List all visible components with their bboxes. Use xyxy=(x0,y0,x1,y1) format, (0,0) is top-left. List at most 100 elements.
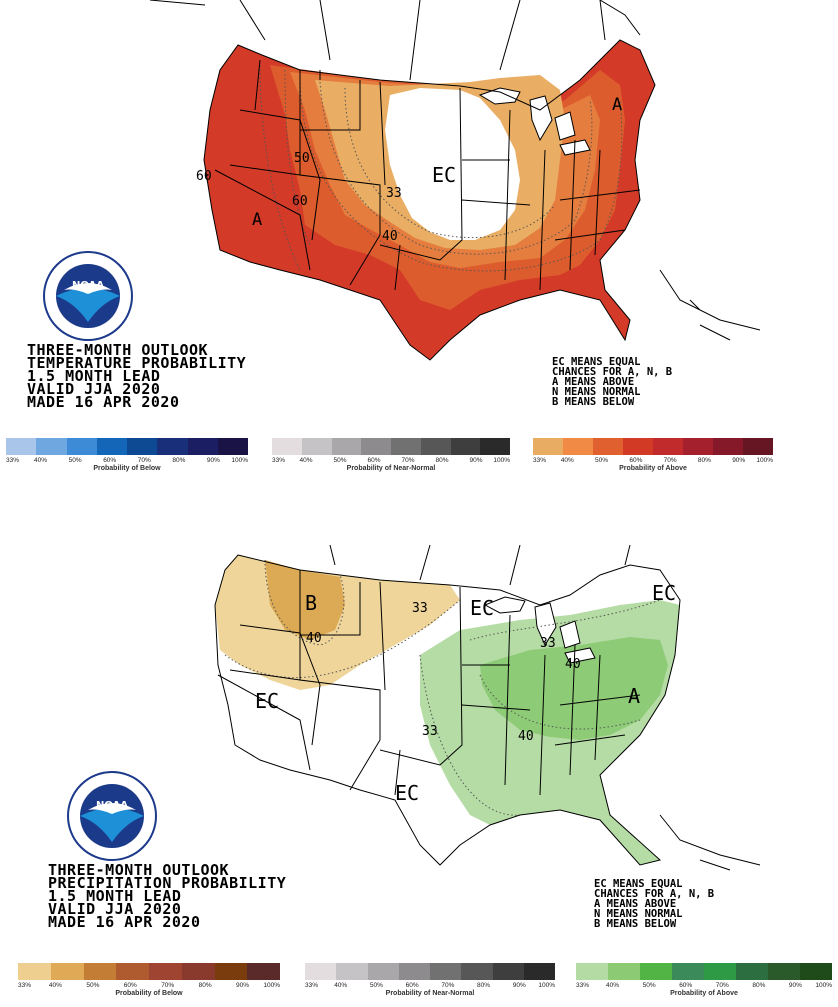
scale-tick-label: 50% xyxy=(86,982,100,989)
temp-legend-line-4: N MEANS NORMAL xyxy=(552,386,641,398)
precipitation-outlook-panel: EC EC EC EC B A 33 40 33 40 33 40 NOAA T… xyxy=(0,545,838,1007)
scale-bar xyxy=(576,963,832,980)
scale-ticks: 33% 40% 50% 60% 70% 80% 90% 100% xyxy=(305,980,555,990)
scale-swatch xyxy=(480,438,510,455)
scale-swatch xyxy=(301,438,332,455)
precip-label-40-nw: 40 xyxy=(306,631,322,646)
scale-tick-label: 50% xyxy=(595,457,609,464)
temp-scale-below: 33% 40% 50% 60% 70% 80% 90% 100% Probability of … xyxy=(6,438,248,478)
scale-tick-label: 40% xyxy=(299,457,313,464)
precip-label-33-nw: 33 xyxy=(412,601,428,616)
temperature-outlook-map: EC A A 50 60 60 40 33 xyxy=(149,0,761,361)
scale-swatch xyxy=(336,963,368,980)
scale-tick-label: 33% xyxy=(576,982,590,989)
scale-swatch xyxy=(66,438,97,455)
great-lakes xyxy=(478,87,591,156)
scale-swatch xyxy=(713,438,743,455)
noaa-logo-2: NOAA xyxy=(66,770,158,866)
precipitation-outlook-map: EC EC EC EC B A 33 40 33 40 33 40 xyxy=(214,545,761,871)
temp-title-line-1: THREE-MONTH OUTLOOK xyxy=(27,341,209,359)
scale-swatch xyxy=(6,438,37,455)
precip-title-line-4: VALID JJA 2020 xyxy=(48,900,182,918)
precip-contours xyxy=(224,559,661,816)
precip-title-block: THREE-MONTH OUTLOOK PRECIPITATION PROBAB… xyxy=(48,863,286,931)
precip-below-40-region xyxy=(265,560,345,640)
scale-swatch xyxy=(217,438,248,455)
scale-tick-label: 40% xyxy=(560,457,574,464)
scale-tick-label: 100% xyxy=(263,982,280,989)
scale-tick-label: 40% xyxy=(606,982,620,989)
scale-tick-label: 80% xyxy=(172,457,186,464)
scale-ticks: 33% 40% 50% 60% 70% 80% 90% 100% xyxy=(18,980,280,990)
temp-scale-near-normal: 33% 40% 50% 60% 70% 80% 90% 100% Probability of … xyxy=(272,438,510,478)
noaa-logo: NOAA xyxy=(42,250,134,346)
scale-swatch xyxy=(398,963,430,980)
noaa-emblem: NOAA xyxy=(43,251,133,341)
scale-tick-label: 60% xyxy=(629,457,643,464)
temp-label-40: 40 xyxy=(382,229,398,244)
scale-bar xyxy=(6,438,248,455)
precip-scale-above: 33% 40% 50% 60% 70% 80% 90% 100% Probability of … xyxy=(576,963,832,1003)
scale-swatch xyxy=(181,963,215,980)
scale-tick-label: 80% xyxy=(435,457,449,464)
scale-swatch xyxy=(704,963,736,980)
scale-tick-label: 80% xyxy=(477,982,491,989)
scale-tick-label: 33% xyxy=(18,982,32,989)
precip-label-a: A xyxy=(628,684,640,708)
scale-tick-label: 60% xyxy=(367,457,381,464)
scale-bar xyxy=(18,963,280,980)
precip-label-40-oh: 40 xyxy=(565,657,581,672)
scale-swatch xyxy=(420,438,451,455)
noaa-emblem-2: NOAA xyxy=(67,771,157,861)
scale-tick-label: 60% xyxy=(679,982,693,989)
scale-swatch xyxy=(149,963,182,980)
scale-tick-label: 80% xyxy=(752,982,766,989)
scale-swatch xyxy=(576,963,608,980)
scale-tick-label: 50% xyxy=(333,457,347,464)
scale-swatch xyxy=(450,438,481,455)
scale-swatch xyxy=(50,963,84,980)
temp-label-a-west: A xyxy=(252,210,262,230)
scale-swatch xyxy=(563,438,593,455)
scale-tick-label: 80% xyxy=(198,982,212,989)
scale-swatch xyxy=(800,963,832,980)
scale-ticks: 33% 40% 50% 60% 70% 80% 90% 100% xyxy=(576,980,832,990)
scale-tick-label: 60% xyxy=(123,982,137,989)
scale-swatch xyxy=(672,963,704,980)
precip-label-33-plains: 33 xyxy=(422,724,438,739)
scale-tick-label: 40% xyxy=(48,982,62,989)
scale-swatch xyxy=(127,438,158,455)
scale-tick-label: 50% xyxy=(68,457,82,464)
scale-swatch xyxy=(653,438,683,455)
precip-title-line-5: MADE 16 APR 2020 xyxy=(48,913,201,931)
scale-bar xyxy=(533,438,773,455)
precip-legend-line-4: N MEANS NORMAL xyxy=(594,908,683,920)
scale-swatch xyxy=(36,438,67,455)
scale-tick-label: 70% xyxy=(137,457,151,464)
temp-scale-above: 33% 40% 50% 60% 70% 80% 90% 100% Probability of … xyxy=(533,438,773,478)
scale-tick-label: 100% xyxy=(231,457,248,464)
precip-scale-below: 33% 40% 50% 60% 70% 80% 90% 100% Probability of … xyxy=(18,963,280,1003)
scale-tick-label: 90% xyxy=(788,982,802,989)
scale-tick-label: 90% xyxy=(512,982,526,989)
scale-swatch xyxy=(367,963,399,980)
temp-ec-legend: EC MEANS EQUAL CHANCES FOR A, N, B A MEA… xyxy=(552,357,672,408)
scale-tick-label: 70% xyxy=(161,982,175,989)
temperature-outlook-panel: EC A A 50 60 60 40 33 NOAA THREE-MONTH O… xyxy=(0,0,838,495)
scale-swatch xyxy=(18,963,51,980)
scale-tick-label: 80% xyxy=(697,457,711,464)
precip-title-line-3: 1.5 MONTH LEAD xyxy=(48,887,182,905)
scale-swatch xyxy=(736,963,768,980)
precip-label-33-gl: 33 xyxy=(540,636,556,651)
scale-ticks: 33% 40% 50% 60% 70% 80% 90% 100% xyxy=(533,455,773,465)
scale-swatch xyxy=(187,438,218,455)
scale-swatch xyxy=(361,438,391,455)
svg-text:NOAA: NOAA xyxy=(96,800,128,811)
scale-tick-label: 50% xyxy=(642,982,656,989)
temp-title-block: THREE-MONTH OUTLOOK TEMPERATURE PROBABIL… xyxy=(27,341,246,410)
scale-tick-label: 100% xyxy=(538,982,555,989)
scale-bar xyxy=(272,438,510,455)
scale-swatch xyxy=(743,438,773,455)
scale-tick-label: 70% xyxy=(715,982,729,989)
scale-swatch xyxy=(96,438,127,455)
